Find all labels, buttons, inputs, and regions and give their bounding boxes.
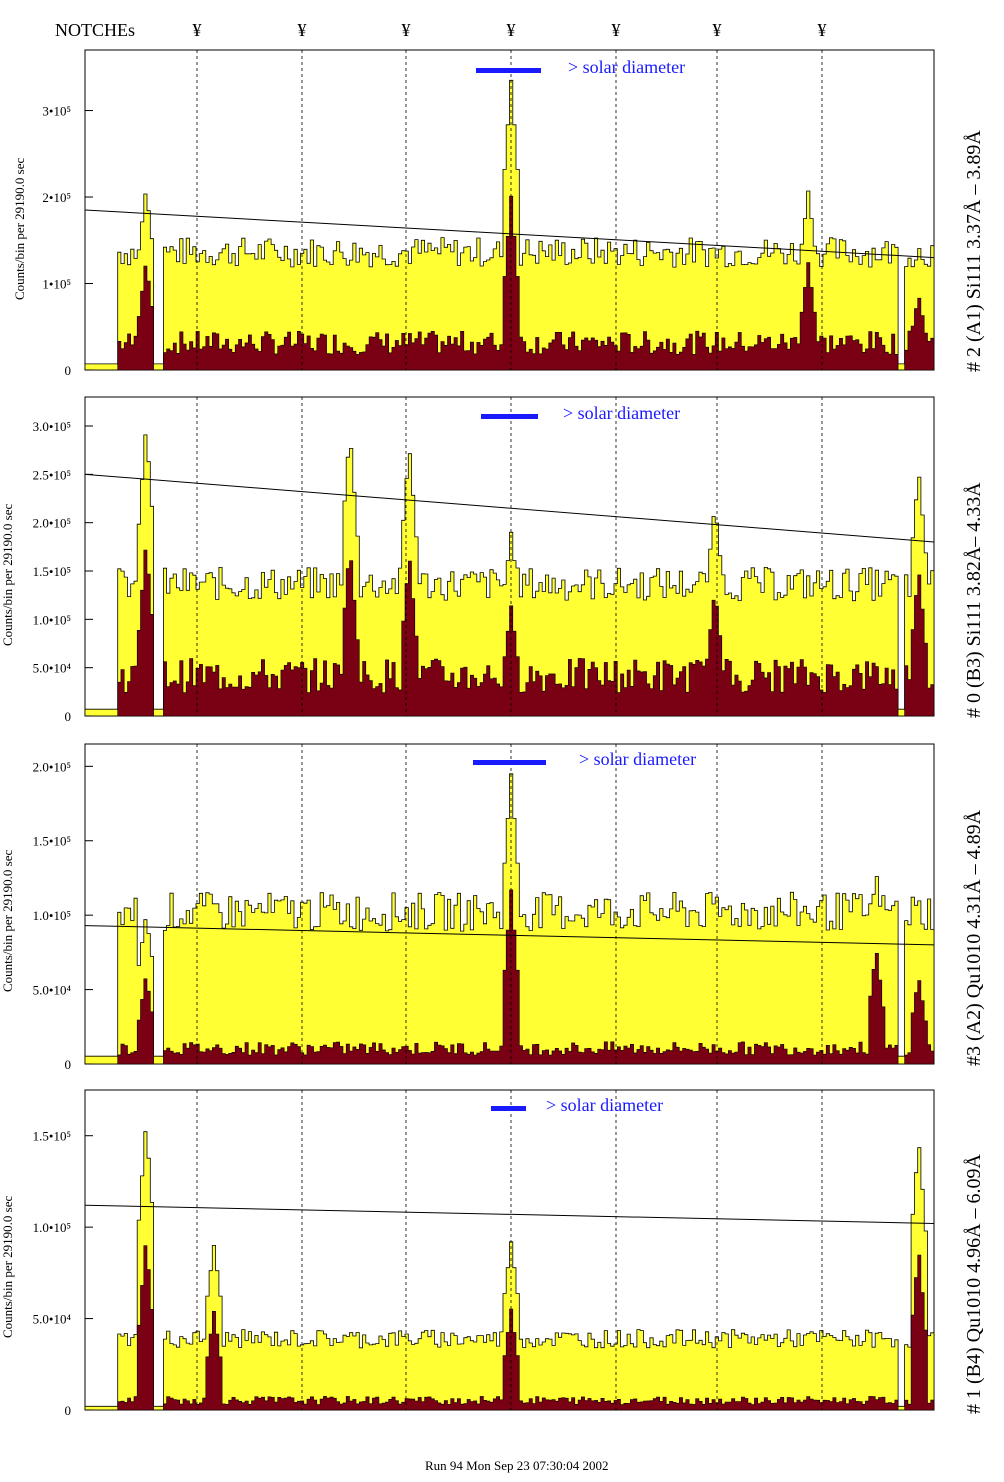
model-trend-line: [84, 209, 935, 259]
solar-diameter-label-3: > solar diameter: [579, 749, 697, 769]
y-tick-label: 1.5•10⁵: [33, 564, 71, 579]
notch-marker: ¥: [401, 20, 411, 40]
y-tick-label: 1.5•10⁵: [33, 834, 71, 849]
solar-diameter-label-1: > solar diameter: [568, 57, 686, 77]
solar-diameter-bar-2: [481, 414, 538, 419]
panel-label-2: # 0 (B3) Si111 3.82Å– 4.33Å: [963, 482, 985, 718]
y-tick-label: 0: [65, 1403, 72, 1418]
panel-label-1: # 2 (A1) Si111 3.37Å – 3.89Å: [963, 130, 985, 372]
foreground-counts-histogram: [85, 889, 935, 1065]
y-tick-label: 5.0•10⁴: [33, 983, 72, 998]
panel-label-4: # 1 (B4) Qu1010 4.96Å – 6.09Å: [963, 1154, 985, 1414]
notches-title: NOTCHEs: [55, 20, 135, 40]
y-tick-label: 1.0•10⁵: [33, 908, 71, 923]
y-tick-label: 2.0•10⁵: [33, 516, 71, 531]
y-tick-label: 1.5•10⁵: [33, 1129, 71, 1144]
y-tick-label: 0: [65, 363, 72, 378]
y-tick-label: 1.0•10⁵: [33, 1220, 71, 1235]
notch-marker: ¥: [611, 20, 621, 40]
foreground-counts-histogram: [85, 549, 935, 717]
model-trend-line: [84, 925, 935, 946]
y-axis-label-2: Counts/bin per 29190.0 sec: [0, 503, 15, 646]
run-footer: Run 94 Mon Sep 23 07:30:04 2002: [425, 1458, 609, 1473]
solar-diameter-bar-4: [491, 1106, 526, 1111]
y-tick-label: 1•10⁵: [42, 277, 71, 292]
total-counts-histogram: [84, 1131, 935, 1411]
y-tick-label: 0: [65, 1057, 72, 1072]
y-tick-label: 3.0•10⁵: [33, 419, 71, 434]
y-tick-label: 1.0•10⁵: [33, 612, 71, 627]
notch-marker: ¥: [506, 20, 516, 40]
foreground-counts-histogram: [85, 1245, 935, 1411]
notch-marker: ¥: [297, 20, 307, 40]
y-tick-label: 2.5•10⁵: [33, 467, 71, 482]
notch-marker: ¥: [712, 20, 722, 40]
model-trend-line: [84, 1204, 935, 1224]
solar-diameter-bar-3: [473, 760, 546, 765]
y-axis-label-4: Counts/bin per 29190.0 sec: [0, 1195, 15, 1338]
y-tick-label: 0: [65, 709, 72, 724]
solar-diameter-bar-1: [476, 68, 541, 73]
y-tick-label: 5.0•10⁴: [33, 1312, 72, 1327]
solar-diameter-label-4: > solar diameter: [546, 1095, 664, 1115]
y-tick-label: 5.0•10⁴: [33, 661, 72, 676]
notch-marker: ¥: [817, 20, 827, 40]
foreground-counts-histogram: [85, 195, 935, 371]
y-tick-label: 2.0•10⁵: [33, 759, 71, 774]
y-axis-label-3: Counts/bin per 29190.0 sec: [0, 849, 15, 992]
y-tick-label: 2•10⁵: [42, 190, 71, 205]
y-tick-label: 3•10⁵: [42, 104, 71, 119]
y-axis-label-1: Counts/bin per 29190.0 sec: [12, 157, 27, 300]
model-trend-line: [84, 473, 935, 543]
panel-label-3: #3 (A2) Qu1010 4.31Å – 4.89Å: [963, 809, 985, 1066]
solar-diameter-label-2: > solar diameter: [563, 403, 681, 423]
notch-marker: ¥: [192, 20, 202, 40]
